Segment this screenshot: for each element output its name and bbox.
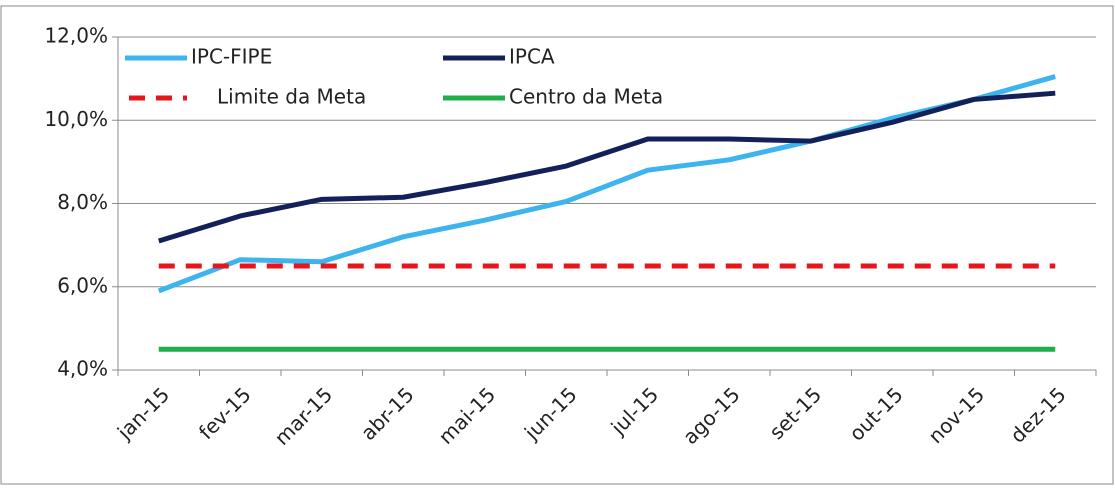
y-tick-label: 8,0% [57,190,108,214]
legend-label: Centro da Meta [509,85,663,109]
line-series [158,90,1056,244]
legend-label: IPC-FIPE [191,45,272,69]
legend-label: Limite da Meta [217,85,366,109]
y-tick-label: 12,0% [44,24,108,48]
y-tick-label: 6,0% [57,273,108,297]
y-tick-label: 10,0% [44,107,108,131]
legend-label: IPCA [509,45,555,69]
y-tick-label: 4,0% [57,357,108,381]
chart-frame [0,5,1114,485]
line-series [157,74,1056,294]
